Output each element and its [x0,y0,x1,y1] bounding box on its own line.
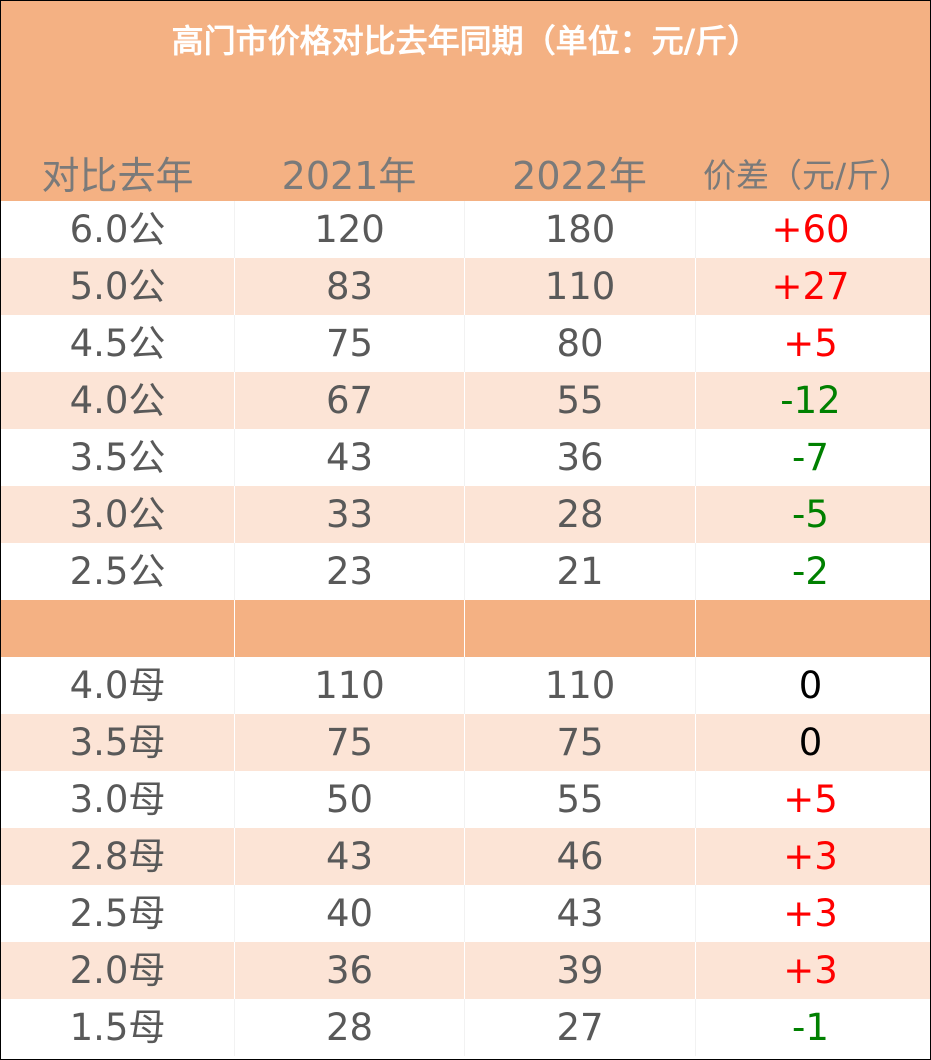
table-row: 2.8母 43 46 +3 [1,828,930,885]
table-row: 3.5母 75 75 0 [1,714,930,771]
table-row: 2.5母 40 43 +3 [1,885,930,942]
price-2021-cell: 67 [234,372,464,429]
price-diff-cell: -1 [695,999,925,1056]
column-header-diff: 价差（元/斤） [702,156,913,195]
price-2022-cell: 46 [464,828,695,885]
table-row: 3.5公 43 36 -7 [1,429,930,486]
price-2021-cell: 40 [234,885,464,942]
price-2021-cell: 43 [234,828,464,885]
grade-cell: 5.0公 [69,265,166,308]
grade-cell: 4.0母 [69,664,166,707]
grade-cell: 4.5公 [69,322,166,365]
price-2021-cell: 28 [234,999,464,1056]
price-2022-cell: 110 [464,258,695,315]
price-2021-cell: 75 [234,714,464,771]
table-row: 2.0母 36 39 +3 [1,942,930,999]
price-diff-cell: -2 [695,543,925,600]
column-header-2022: 2022年 [512,154,647,198]
price-diff-cell: -7 [695,429,925,486]
price-diff-cell: +60 [695,201,925,258]
grade-cell: 6.0公 [69,208,166,251]
price-2022-cell: 36 [464,429,695,486]
column-header-grade: 对比去年 [41,154,194,198]
separator-cell [234,600,464,657]
price-2021-cell: 83 [234,258,464,315]
price-2022-cell: 43 [464,885,695,942]
column-header-2021: 2021年 [281,154,417,198]
grade-cell: 2.8母 [69,835,166,878]
price-2022-cell: 55 [464,372,695,429]
price-diff-cell: -5 [695,486,925,543]
price-diff-cell: 0 [695,657,925,714]
table-row: 1.5母 28 27 -1 [1,999,930,1056]
price-2022-cell: 39 [464,942,695,999]
price-2021-cell: 75 [234,315,464,372]
price-2022-cell: 110 [464,657,695,714]
grade-cell: 3.5母 [69,721,166,764]
price-diff-cell: +5 [695,771,925,828]
separator-cell [464,600,695,657]
price-diff-cell: +3 [695,885,925,942]
table-row: 3.0母 50 55 +5 [1,771,930,828]
table-title: 高门市价格对比去年同期（单位：元/斤） [171,22,760,60]
grade-cell: 3.0公 [69,493,166,536]
price-diff-cell: +27 [695,258,925,315]
grade-cell: 3.0母 [69,778,166,821]
price-2022-cell: 21 [464,543,695,600]
price-2021-cell: 33 [234,486,464,543]
grade-cell: 2.5公 [69,550,166,593]
price-2022-cell: 180 [464,201,695,258]
price-diff-cell: +3 [695,942,925,999]
price-2022-cell: 80 [464,315,695,372]
table-header: 高门市价格对比去年同期（单位：元/斤） 对比去年 2021年 2022年 价差（… [1,1,930,201]
price-2022-cell: 55 [464,771,695,828]
grade-cell: 4.0公 [69,379,166,422]
price-diff-cell: -12 [695,372,925,429]
table-row: 4.5公 75 80 +5 [1,315,930,372]
price-2022-cell: 75 [464,714,695,771]
price-2021-cell: 50 [234,771,464,828]
price-2022-cell: 28 [464,486,695,543]
table-row: 6.0公 120 180 +60 [1,201,930,258]
price-2021-cell: 43 [234,429,464,486]
price-2021-cell: 110 [234,657,464,714]
grade-cell: 2.0母 [69,949,166,992]
price-diff-cell: +3 [695,828,925,885]
table-body: 6.0公 120 180 +60 5.0公 83 110 +27 4.5公 75 80 +5 4.0公 6… [1,201,930,1056]
grade-cell: 1.5母 [69,1006,166,1049]
table-row: 5.0公 83 110 +27 [1,258,930,315]
price-diff-cell: +5 [695,315,925,372]
column-headers: 对比去年 2021年 2022年 价差（元/斤） [1,151,930,201]
price-2021-cell: 36 [234,942,464,999]
separator-cell [695,600,925,657]
table-row: 4.0公 67 55 -12 [1,372,930,429]
price-2021-cell: 120 [234,201,464,258]
price-2021-cell: 23 [234,543,464,600]
table-row: 2.5公 23 21 -2 [1,543,930,600]
grade-cell: 3.5公 [69,436,166,479]
group-separator-row [1,600,930,657]
grade-cell: 2.5母 [69,892,166,935]
price-2022-cell: 27 [464,999,695,1056]
table-row: 3.0公 33 28 -5 [1,486,930,543]
price-diff-cell: 0 [695,714,925,771]
